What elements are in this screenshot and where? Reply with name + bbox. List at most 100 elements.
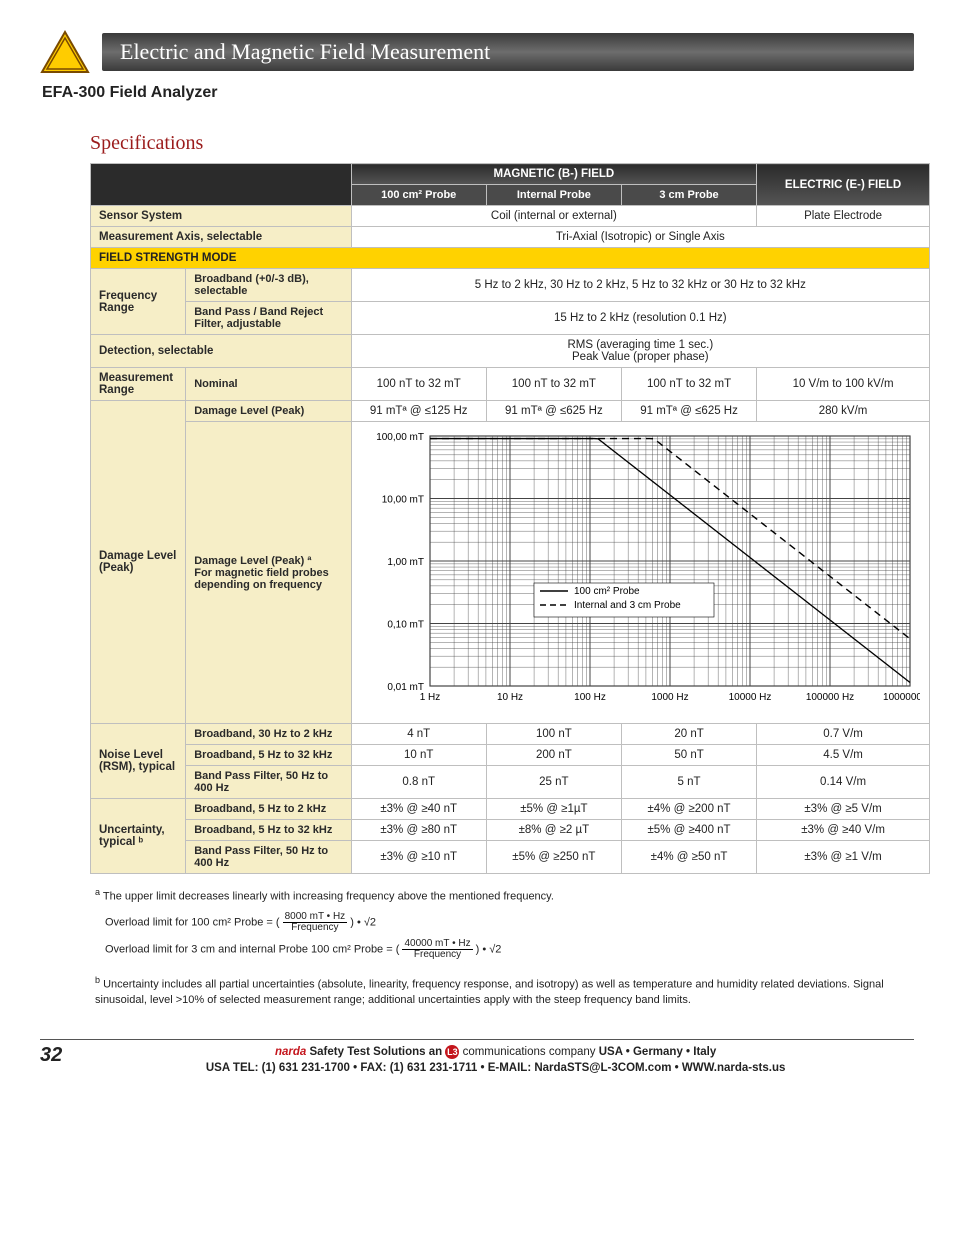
svg-text:100 Hz: 100 Hz [574,692,606,703]
unc-r2-c2: ±8% @ ≥2 µT [486,820,621,841]
svg-text:1,00 mT: 1,00 mT [387,557,424,568]
row-detect-label: Detection, selectable [91,335,352,368]
row-axis-val: Tri-Axial (Isotropic) or Single Axis [351,227,929,248]
footer-text: narda Safety Test Solutions an L3 commun… [77,1044,914,1076]
ov2-pre: Overload limit for 3 cm and internal Pro… [105,943,399,955]
ov2-num: 40000 mT • Hz [402,939,472,950]
mr-c1: 100 nT to 32 mT [351,368,486,401]
row-dl-sub: Damage Level (Peak) [186,401,351,422]
brand-narda: narda [275,1046,306,1058]
ov1-pre: Overload limit for 100 cm² Probe = ( [105,916,280,928]
row-freq-sub1: Broadband (+0/-3 dB), selectable [186,269,351,302]
dl-c3: 91 mTª @ ≤625 Hz [621,401,756,422]
noise-r3-c3: 5 nT [621,766,756,799]
warning-icon [40,30,90,74]
row-dl-chart-sub: Damage Level (Peak) ª For magnetic field… [186,422,351,724]
header-bar: Electric and Magnetic Field Measurement [40,30,914,74]
svg-text:100,00 mT: 100,00 mT [376,432,424,443]
ov2-post: ) • √2 [476,943,502,955]
unc-r3-sub: Band Pass Filter, 50 Hz to 400 Hz [186,841,351,874]
footer-countries: USA • Germany • Italy [599,1046,717,1058]
dl-c1: 91 mTª @ ≤125 Hz [351,401,486,422]
unc-r1-c3: ±4% @ ≥200 nT [621,799,756,820]
noise-r1-c1: 4 nT [351,724,486,745]
row-detect-l2: Peak Value (proper phase) [360,351,921,363]
noise-r2-c1: 10 nT [351,745,486,766]
row-noise-label: Noise Level (RSM), typical [91,724,186,799]
svg-text:Internal and 3 cm Probe: Internal and 3 cm Probe [574,600,681,611]
noise-r3-c2: 25 nT [486,766,621,799]
section-heading: Specifications [90,132,914,155]
page-number: 32 [40,1044,62,1067]
mr-e: 10 V/m to 100 kV/m [757,368,930,401]
footnote-a: The upper limit decreases linearly with … [103,891,554,903]
unc-r1-c1: ±3% @ ≥40 nT [351,799,486,820]
noise-r2-e: 4.5 V/m [757,745,930,766]
row-axis-label: Measurement Axis, selectable [91,227,352,248]
footnotes: a The upper limit decreases linearly wit… [95,886,914,1009]
col-c1: 100 cm² Probe [351,185,486,206]
row-detect-val: RMS (averaging time 1 sec.) Peak Value (… [351,335,929,368]
ov1-post: ) • √2 [350,916,376,928]
ov1-num: 8000 mT • Hz [283,912,348,923]
unc-r3-c1: ±3% @ ≥10 nT [351,841,486,874]
unc-r3-c3: ±4% @ ≥50 nT [621,841,756,874]
footnote-b: Uncertainty includes all partial uncerta… [95,978,884,1006]
page-title: Electric and Magnetic Field Measurement [102,33,914,71]
noise-r3-c1: 0.8 nT [351,766,486,799]
col-c3: 3 cm Probe [621,185,756,206]
product-subtitle: EFA-300 Field Analyzer [42,84,914,102]
col-group-b: MAGNETIC (B‑) FIELD [351,164,757,185]
l3-icon: L3 [445,1045,459,1059]
unc-r2-c1: ±3% @ ≥80 nT [351,820,486,841]
noise-r2-c3: 50 nT [621,745,756,766]
unc-r1-e: ±3% @ ≥5 V/m [757,799,930,820]
col-c2: Internal Probe [486,185,621,206]
spec-table: MAGNETIC (B‑) FIELD ELECTRIC (E‑) FIELD … [90,163,930,874]
row-freq-label: Frequency Range [91,269,186,335]
damage-chart: 100,00 mT 10,00 mT 1,00 mT 0,10 mT 0,01 mT1 … [351,422,929,724]
ov2-den: Frequency [402,950,472,960]
svg-text:10,00 mT: 10,00 mT [381,495,423,506]
footer-l1b: Safety Test Solutions an [306,1046,445,1058]
unc-r2-sub: Broadband, 5 Hz to 32 kHz [186,820,351,841]
row-mr-label: Measurement Range [91,368,186,401]
row-sensor-label: Sensor System [91,206,352,227]
damage-chart-svg: 100,00 mT 10,00 mT 1,00 mT 0,10 mT 0,01 mT1 … [360,426,920,716]
noise-r1-c2: 100 nT [486,724,621,745]
footer-line2: USA TEL: (1) 631 231-1700 • FAX: (1) 631… [206,1062,786,1074]
row-sensor-b: Coil (internal or external) [351,206,757,227]
svg-text:10000 Hz: 10000 Hz [728,692,771,703]
page-footer: 32 narda Safety Test Solutions an L3 com… [40,1039,914,1076]
unc-r1-sub: Broadband, 5 Hz to 2 kHz [186,799,351,820]
row-freq-val1: 5 Hz to 2 kHz, 30 Hz to 2 kHz, 5 Hz to 3… [351,269,929,302]
svg-text:100000 Hz: 100000 Hz [805,692,853,703]
noise-r1-e: 0.7 V/m [757,724,930,745]
row-sensor-e: Plate Electrode [757,206,930,227]
unc-r2-e: ±3% @ ≥40 V/m [757,820,930,841]
dl-e: 280 kV/m [757,401,930,422]
unc-r3-c2: ±5% @ ≥250 nT [486,841,621,874]
noise-r3-sub: Band Pass Filter, 50 Hz to 400 Hz [186,766,351,799]
svg-text:100 cm² Probe: 100 cm² Probe [574,586,640,597]
noise-r1-c3: 20 nT [621,724,756,745]
dl-c2: 91 mTª @ ≤625 Hz [486,401,621,422]
unc-r3-e: ±3% @ ≥1 V/m [757,841,930,874]
svg-text:10 Hz: 10 Hz [497,692,523,703]
mr-c3: 100 nT to 32 mT [621,368,756,401]
noise-r1-sub: Broadband, 30 Hz to 2 kHz [186,724,351,745]
row-freq-sub2: Band Pass / Band Reject Filter, adjustab… [186,302,351,335]
ov1-den: Frequency [283,923,348,933]
noise-r2-sub: Broadband, 5 Hz to 32 kHz [186,745,351,766]
svg-text:0,01 mT: 0,01 mT [387,682,424,693]
noise-r3-e: 0.14 V/m [757,766,930,799]
unc-r2-c3: ±5% @ ≥400 nT [621,820,756,841]
footer-l1c: communications company [459,1046,598,1058]
svg-text:1000 Hz: 1000 Hz [651,692,688,703]
row-mr-sub: Nominal [186,368,351,401]
row-mode-hdr: FIELD STRENGTH MODE [91,248,930,269]
svg-text:1000000 Hz: 1000000 Hz [883,692,920,703]
svg-text:1 Hz: 1 Hz [419,692,440,703]
svg-text:0,10 mT: 0,10 mT [387,620,424,631]
row-detect-l1: RMS (averaging time 1 sec.) [360,339,921,351]
